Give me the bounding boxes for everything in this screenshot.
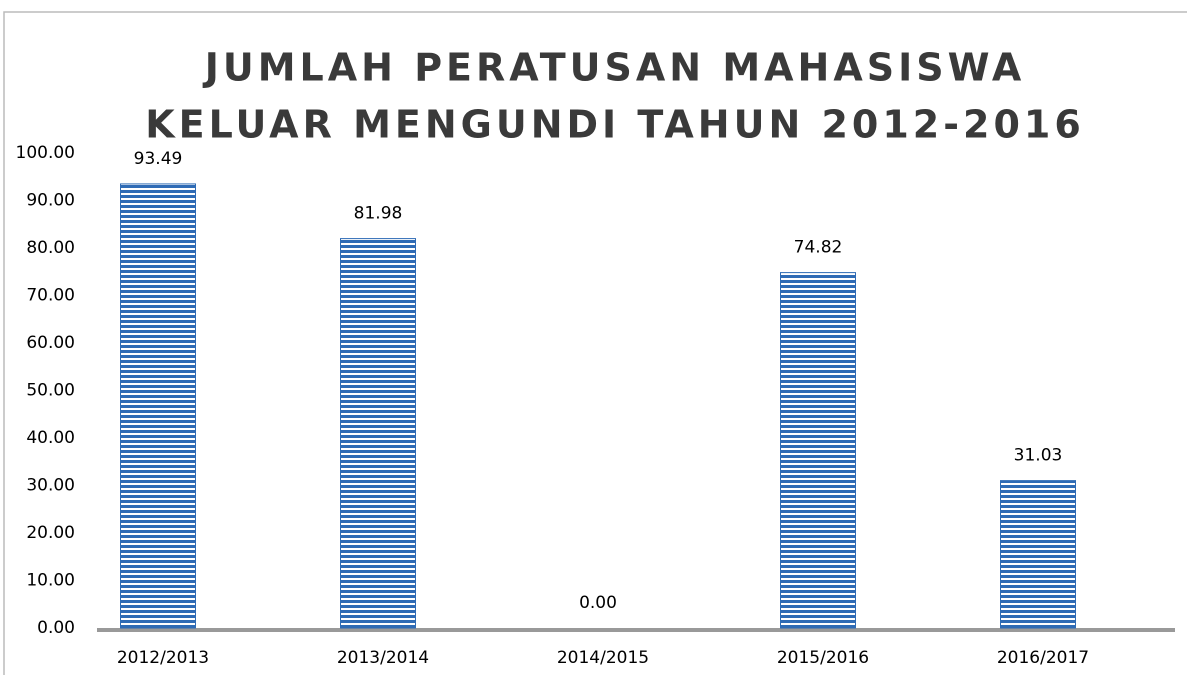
y-tick-label: 100.00	[16, 143, 75, 163]
data-label: 0.00	[579, 593, 617, 613]
x-tick-label: 2012/2013	[117, 648, 209, 668]
chart-title: JUMLAH PERATUSAN MAHASISWA	[202, 46, 1026, 90]
frame	[3, 11, 1187, 675]
bar	[120, 183, 196, 629]
y-tick-label: 20.00	[26, 523, 75, 543]
y-tick-label: 40.00	[26, 428, 75, 448]
data-label: 81.98	[354, 204, 403, 224]
data-label: 74.82	[794, 238, 843, 258]
data-label: 93.49	[134, 149, 183, 169]
x-tick-label: 2014/2015	[557, 648, 649, 668]
y-tick-label: 10.00	[26, 571, 75, 591]
y-tick-label: 0.00	[37, 618, 75, 638]
y-tick-label: 70.00	[26, 286, 75, 306]
x-tick-label: 2013/2014	[337, 648, 429, 668]
x-tick-label: 2016/2017	[997, 648, 1089, 668]
y-tick-label: 50.00	[26, 381, 75, 401]
chart-title: KELUAR MENGUNDI TAHUN 2012-2016	[145, 103, 1085, 147]
data-label: 31.03	[1014, 446, 1063, 466]
bar	[340, 238, 416, 629]
bar	[1000, 480, 1076, 629]
y-tick-label: 90.00	[26, 191, 75, 211]
x-tick-label: 2015/2016	[777, 648, 869, 668]
y-tick-label: 30.00	[26, 476, 75, 496]
y-tick-label: 60.00	[26, 333, 75, 353]
y-tick-label: 80.00	[26, 238, 75, 258]
bar	[780, 272, 856, 629]
